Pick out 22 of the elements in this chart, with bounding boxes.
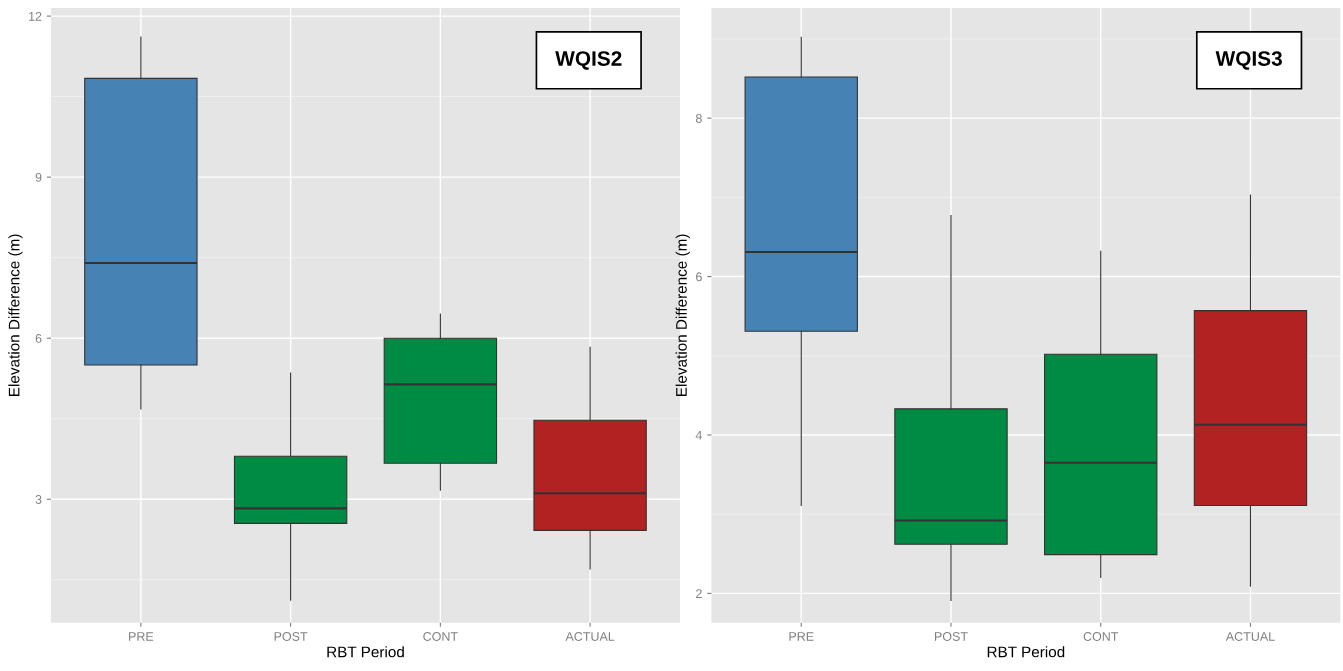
x-tick-label: POST [274, 632, 308, 641]
y-tick-label: 6 [696, 272, 702, 282]
x-tick-label: POST [934, 632, 968, 641]
x-tick-label: CONT [423, 632, 458, 641]
x-axis-title: RBT Period [987, 646, 1065, 658]
annotation: WQIS3 [1215, 51, 1282, 70]
x-tick-label: PRE [789, 632, 814, 641]
y-tick-label: 8 [695, 113, 702, 123]
x-tick-label: ACTUAL [1225, 632, 1275, 641]
y-tick-label: 12 [29, 11, 42, 21]
annotation: WQIS2 [555, 51, 622, 70]
y-tick-label: 2 [696, 589, 702, 598]
y-tick-label: 3 [35, 495, 42, 504]
y-axis-title: Elevation Difference (m) [8, 234, 23, 396]
x-tick-label: ACTUAL [565, 632, 615, 641]
x-tick-label: PRE [129, 632, 154, 641]
y-axis-title: Elevation Difference (m) [675, 234, 690, 396]
y-tick-label: 9 [35, 172, 42, 182]
y-tick-label: 4 [695, 430, 702, 440]
x-axis-title: RBT Period [327, 646, 404, 658]
x-tick-label: CONT [1083, 632, 1119, 641]
y-tick-label: 6 [35, 333, 42, 343]
